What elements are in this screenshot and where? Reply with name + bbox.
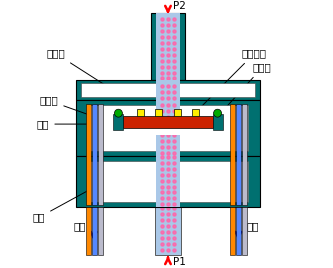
- Text: 硅膜片: 硅膜片: [214, 62, 271, 120]
- Bar: [76, 100, 260, 156]
- Bar: [123, 116, 212, 128]
- Bar: [230, 104, 235, 205]
- Text: 扩散电阻: 扩散电阻: [198, 49, 267, 110]
- Bar: [242, 104, 247, 205]
- Bar: [76, 80, 260, 100]
- Text: 引线: 引线: [33, 189, 91, 222]
- Circle shape: [213, 109, 221, 117]
- Bar: [192, 109, 199, 116]
- Bar: [242, 207, 247, 255]
- Bar: [156, 100, 180, 156]
- Text: P1: P1: [173, 257, 186, 267]
- Bar: [155, 13, 181, 255]
- Bar: [86, 104, 91, 205]
- Circle shape: [115, 109, 123, 117]
- Bar: [236, 104, 241, 205]
- Bar: [88, 161, 248, 202]
- Bar: [156, 13, 180, 80]
- Bar: [98, 104, 103, 205]
- Text: P2: P2: [173, 1, 186, 11]
- Text: 电流: 电流: [246, 221, 258, 231]
- Bar: [76, 156, 260, 207]
- Bar: [155, 109, 162, 116]
- Bar: [98, 207, 103, 255]
- Bar: [236, 207, 241, 255]
- Text: 高压腔: 高压腔: [40, 96, 111, 122]
- Text: 电流: 电流: [74, 221, 86, 231]
- Bar: [212, 114, 222, 130]
- Bar: [92, 104, 97, 205]
- Bar: [137, 109, 144, 116]
- Bar: [81, 83, 255, 97]
- Text: 硅杯: 硅杯: [37, 119, 119, 129]
- Bar: [114, 114, 123, 130]
- Bar: [174, 109, 181, 116]
- Bar: [88, 105, 248, 151]
- Bar: [151, 13, 185, 80]
- Bar: [230, 207, 235, 255]
- Bar: [86, 207, 91, 255]
- Bar: [156, 80, 180, 100]
- Text: 低压腔: 低压腔: [47, 49, 111, 89]
- Bar: [123, 128, 212, 135]
- Bar: [92, 207, 97, 255]
- Bar: [156, 156, 180, 207]
